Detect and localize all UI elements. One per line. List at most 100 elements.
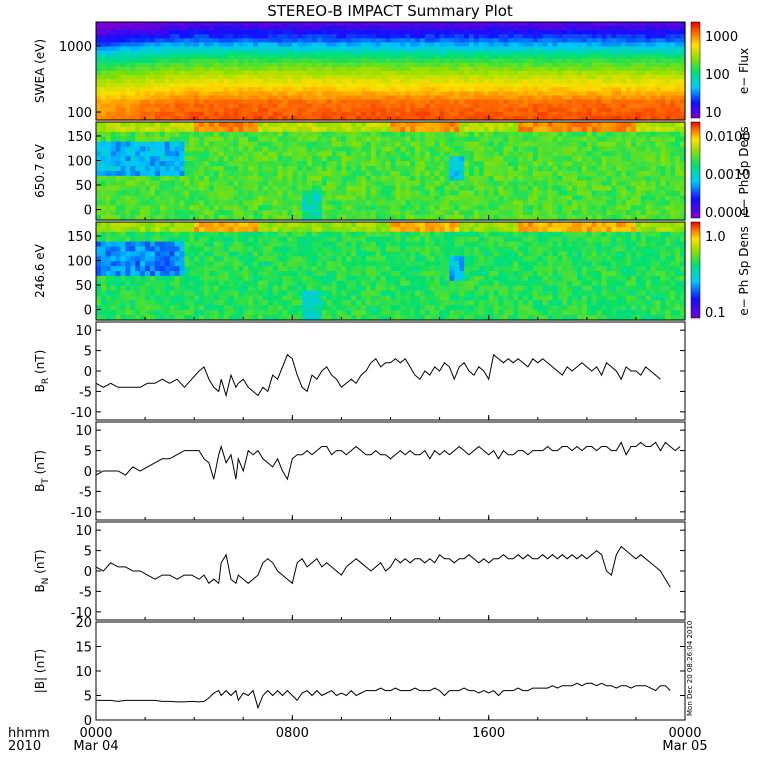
pad650-cell — [184, 136, 190, 143]
pad650-cell — [557, 180, 563, 187]
swea-cell — [218, 75, 225, 80]
swea-cell — [577, 115, 583, 121]
swea-cell — [542, 50, 549, 56]
pad650-cell — [415, 195, 421, 201]
pad650-cell — [577, 141, 583, 148]
pad650-cell — [262, 200, 269, 206]
pad650-cell — [145, 156, 151, 162]
swea-cell — [567, 42, 573, 48]
pad650-cell — [631, 131, 637, 138]
swea-cell — [439, 75, 446, 80]
swea-cell — [238, 91, 244, 97]
pad650-cell — [292, 185, 298, 192]
swea-cell — [100, 62, 107, 68]
swea-cell — [262, 66, 269, 72]
pad650-cell — [159, 136, 166, 143]
pad650-cell — [434, 122, 441, 128]
swea-cell — [326, 54, 333, 60]
swea-cell — [405, 58, 411, 64]
swea-cell — [586, 107, 593, 113]
pad650-cell — [243, 122, 249, 128]
swea-cell — [336, 75, 343, 80]
pad650-cell — [680, 200, 686, 206]
pad650-cell — [110, 205, 117, 211]
swea-cell — [336, 95, 343, 101]
pad650-cell — [292, 141, 298, 148]
pad650-cell — [508, 190, 514, 197]
pad650-cell — [405, 161, 411, 167]
swea-cell — [586, 103, 593, 109]
swea-cell — [670, 46, 676, 52]
pad650-cell — [277, 200, 284, 206]
pad650-cell — [287, 166, 293, 172]
swea-cell — [253, 75, 259, 80]
swea-cell — [601, 54, 608, 60]
swea-cell — [311, 91, 318, 97]
swea-cell — [577, 38, 583, 44]
pad650-cell — [424, 126, 431, 133]
swea-cell — [218, 54, 225, 60]
pad650-cell — [606, 175, 612, 182]
swea-cell — [375, 42, 382, 48]
swea-cell — [174, 87, 181, 93]
pad650-cell — [262, 205, 269, 211]
pad650-cell — [311, 180, 318, 187]
pad650-cell — [640, 185, 647, 192]
pad650-cell — [503, 146, 509, 152]
swea-cell — [567, 83, 573, 88]
swea-cell — [454, 66, 460, 72]
swea-cell — [203, 34, 210, 39]
swea-cell — [184, 66, 190, 72]
swea-cell — [120, 71, 127, 76]
swea-cell — [189, 54, 195, 60]
swea-cell — [631, 95, 637, 101]
swea-cell — [635, 79, 642, 84]
pad650-cell — [449, 166, 455, 172]
swea-cell — [567, 99, 573, 105]
pad650-cell — [316, 136, 323, 143]
swea-cell — [518, 42, 524, 48]
swea-cell — [149, 58, 156, 64]
swea-cell — [262, 95, 269, 101]
swea-cell — [292, 99, 298, 105]
pad650-cell — [243, 131, 249, 138]
swea-cell — [390, 115, 397, 121]
swea-cell — [248, 46, 254, 52]
pad650-cell — [601, 195, 608, 201]
pad650-cell — [351, 131, 357, 138]
pad650-cell — [316, 131, 323, 138]
pad650-cell — [434, 161, 441, 167]
pad650-cell — [542, 122, 549, 128]
pad650-cell — [400, 141, 406, 148]
swea-cell — [459, 91, 465, 97]
swea-cell — [581, 42, 588, 48]
swea-cell — [351, 83, 357, 88]
swea-cell — [616, 30, 622, 35]
swea-cell — [518, 46, 524, 52]
pad650-cell — [542, 131, 549, 138]
swea-cell — [478, 99, 485, 105]
pad650-cell — [302, 166, 308, 172]
swea-cell — [189, 42, 195, 48]
pad650-cell — [660, 175, 666, 182]
pad650-cell — [626, 195, 632, 201]
swea-cell — [208, 34, 215, 39]
pad650-cell — [650, 141, 657, 148]
swea-cell — [586, 58, 593, 64]
swea-cell — [498, 87, 504, 93]
swea-cell — [297, 83, 303, 88]
swea-cell — [105, 62, 112, 68]
pad650-cell — [577, 171, 583, 177]
swea-cell — [459, 34, 465, 39]
swea-cell — [96, 50, 102, 56]
swea-cell — [557, 66, 563, 72]
pad650-cell — [164, 185, 171, 192]
pad650-cell — [282, 175, 289, 182]
swea-cell — [292, 83, 298, 88]
swea-cell — [159, 75, 166, 80]
swea-cell — [577, 66, 583, 72]
swea-cell — [115, 42, 122, 48]
swea-cell — [307, 79, 313, 84]
swea-cell — [331, 34, 338, 39]
swea-cell — [537, 111, 544, 117]
